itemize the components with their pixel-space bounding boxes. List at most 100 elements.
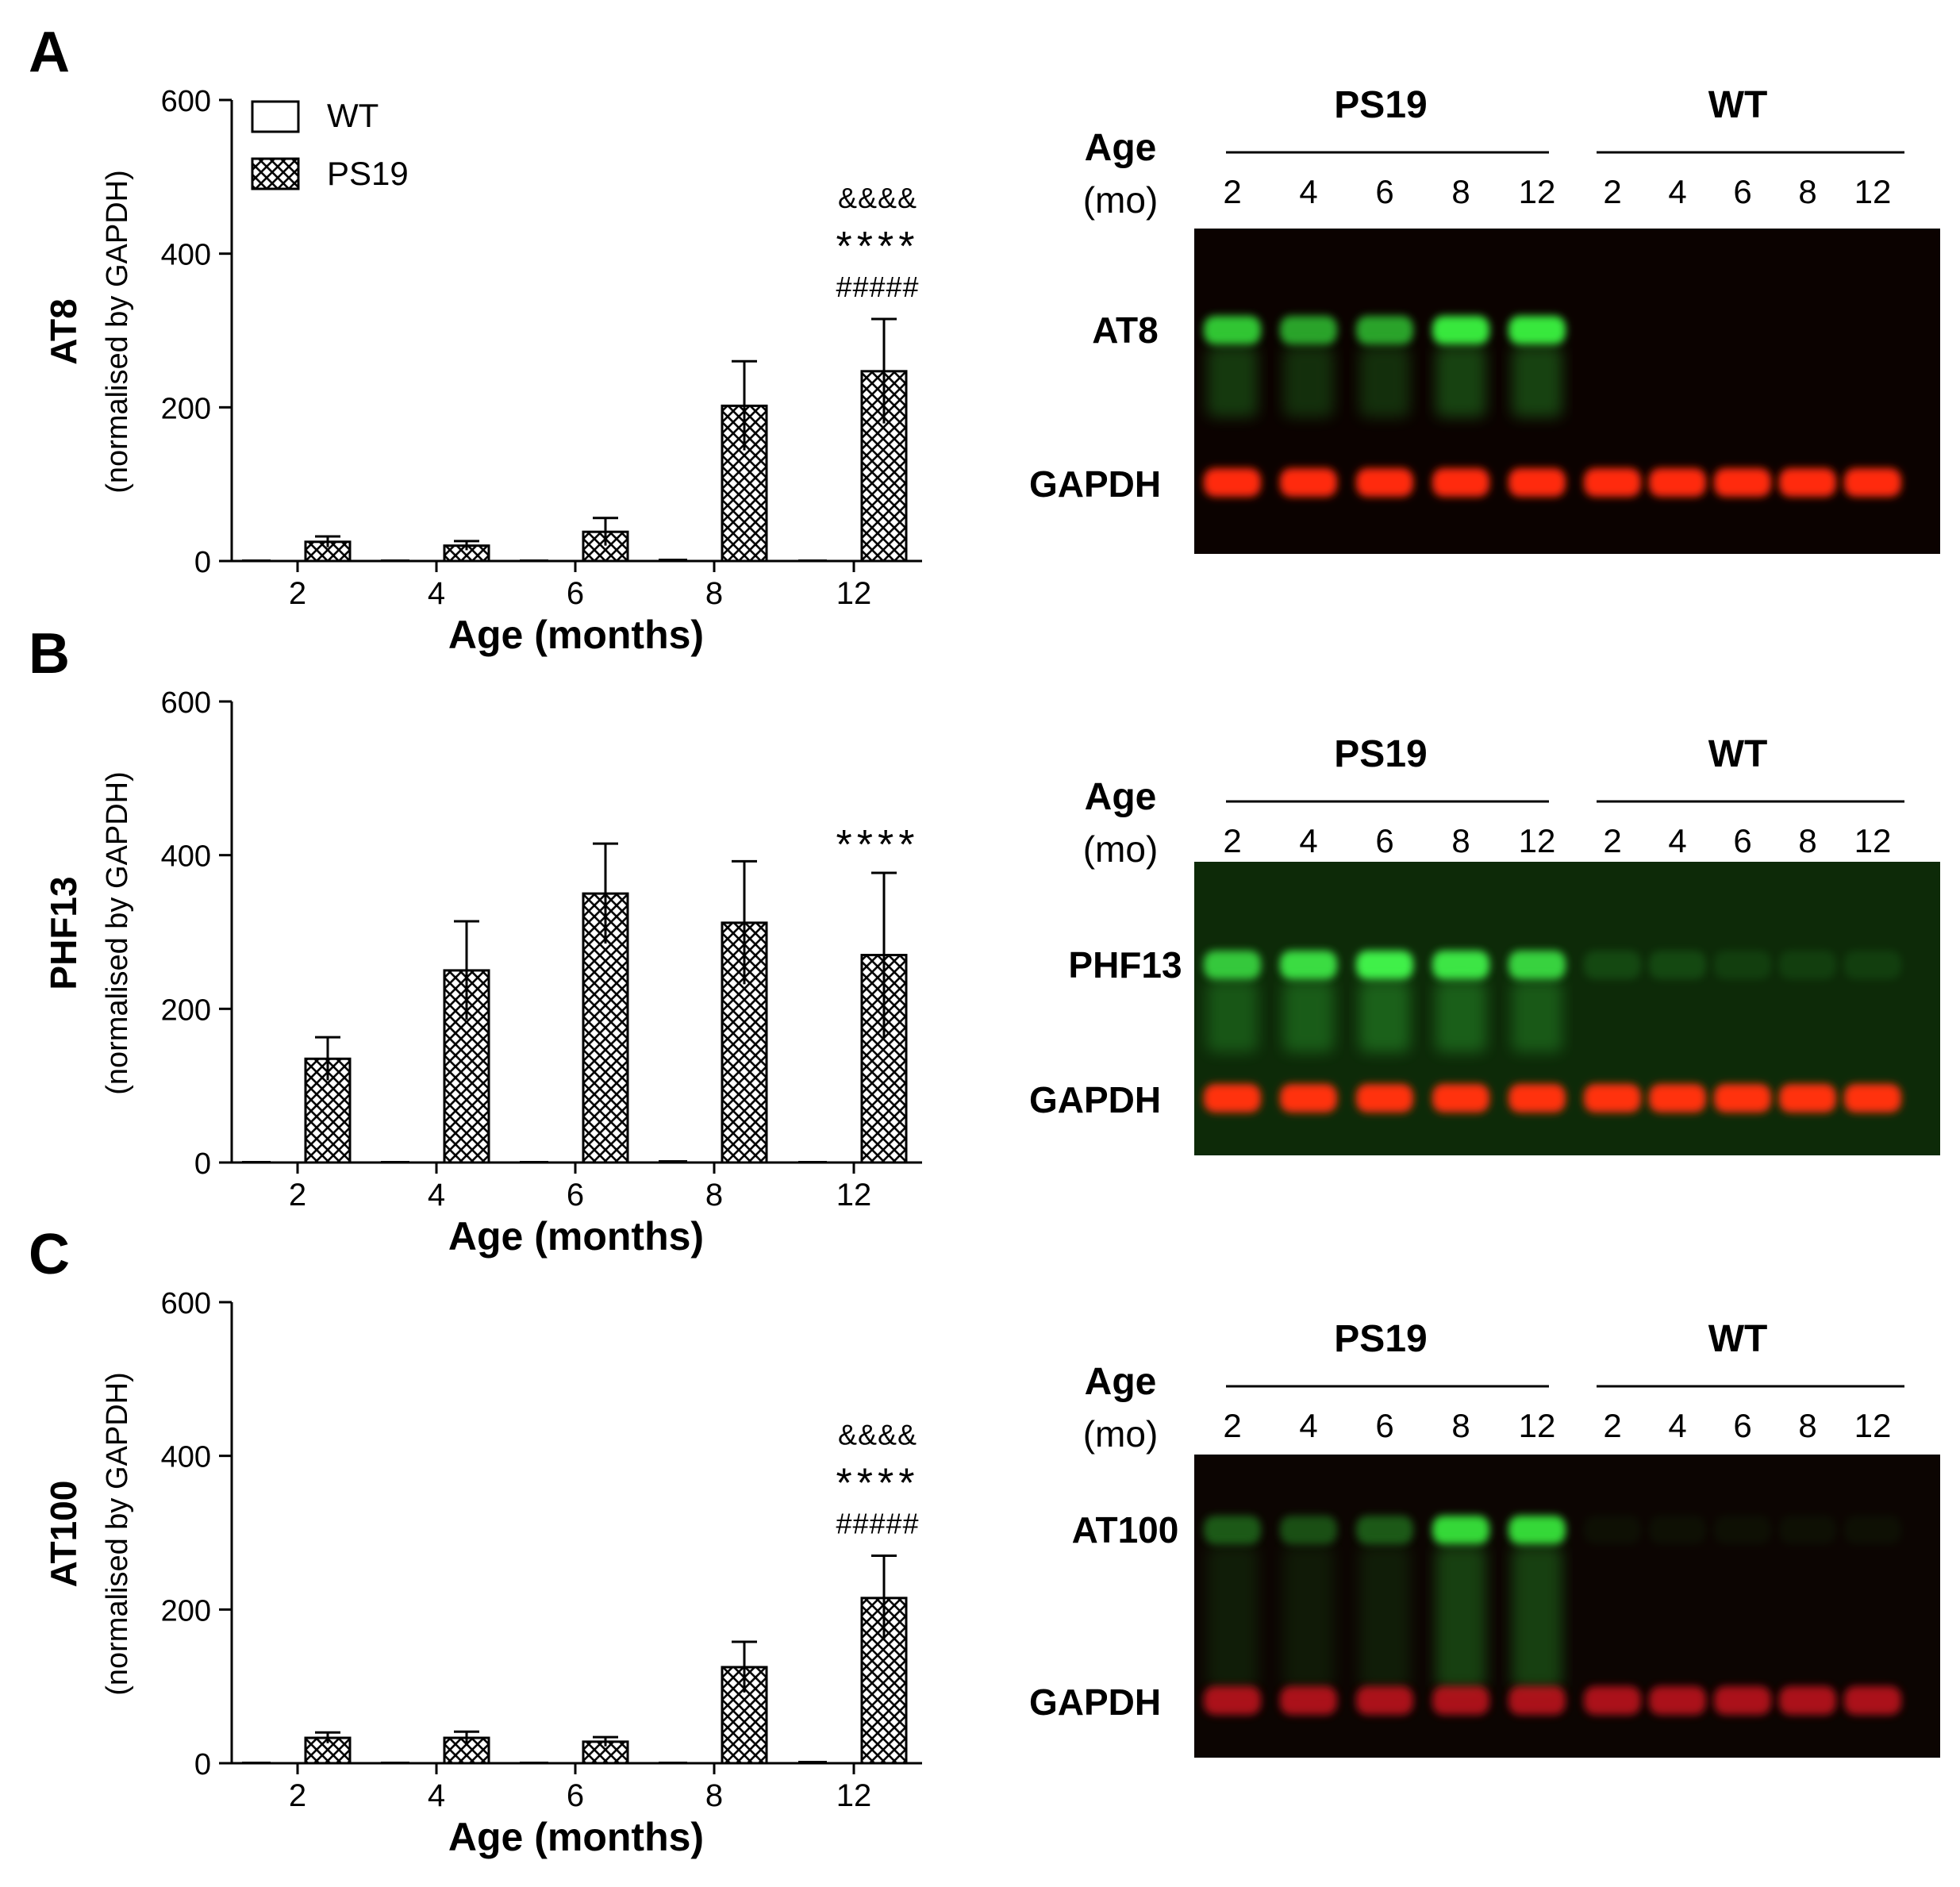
blot-band-gapdh [1204, 1084, 1261, 1113]
blot-lane-label: 4 [1299, 173, 1317, 210]
blot-band-primary [1714, 1516, 1771, 1544]
blot-band2-label: GAPDH [1029, 463, 1161, 505]
blot-lane-label: 4 [1668, 173, 1686, 210]
x-tick-label: 8 [705, 1178, 723, 1213]
x-tick-label: 12 [836, 576, 872, 611]
blot-band-primary [1844, 1516, 1901, 1544]
blot-band-gapdh [1844, 1084, 1901, 1113]
blot-lane-label: 6 [1733, 173, 1751, 210]
x-axis-title: Age (months) [448, 1214, 704, 1259]
x-tick-label: 2 [289, 1778, 306, 1813]
blot-mo-label: (mo) [1083, 828, 1159, 870]
x-tick-label: 8 [705, 576, 723, 611]
blot-lane-label: 4 [1299, 1407, 1317, 1444]
legend-swatch-wt [251, 100, 300, 133]
x-tick-label: 6 [567, 1178, 584, 1213]
blot-smear [1283, 981, 1334, 1052]
blot-lane-label: 8 [1451, 173, 1470, 210]
blot-band-gapdh [1204, 1686, 1261, 1715]
panel-letter: B [29, 622, 70, 686]
blot-band-primary [1508, 951, 1566, 979]
blot-group-right: WT [1708, 1318, 1768, 1360]
y-tick-label: 0 [194, 1147, 211, 1181]
blot-lane-label: 12 [1519, 1407, 1556, 1444]
bar-wt-4 [381, 1161, 409, 1163]
y-axis-subtitle: (normalised by GAPDH) [101, 771, 134, 1095]
blot-smear [1512, 346, 1562, 417]
blot-band-gapdh [1432, 1686, 1489, 1715]
panel-A: A 0 200 400 600 AT8 (normalised by GAPDH) 2 4 6 8 1… [29, 21, 1940, 657]
blot-band-primary [1844, 951, 1901, 979]
y-tick-label: 400 [161, 239, 211, 272]
blot-age-label: Age [1085, 776, 1157, 818]
bar-wt-2 [242, 1762, 271, 1765]
blot-lane-label: 12 [1854, 822, 1892, 859]
panel-B: B 0 200 400 600 PHF13 (normalised by GAPDH) 2 4 6… [29, 622, 1940, 1259]
blot-band-primary [1508, 316, 1566, 344]
blot-smear [1359, 981, 1410, 1052]
blot-band-gapdh [1356, 468, 1413, 497]
y-tick-label: 200 [161, 1594, 211, 1628]
blot-lane-label: 2 [1223, 173, 1241, 210]
blot-band-gapdh [1508, 1084, 1566, 1113]
blot-band-gapdh [1204, 468, 1261, 497]
blot-smear [1283, 1546, 1334, 1689]
blot-band-gapdh [1280, 1084, 1337, 1113]
blot-smear [1512, 981, 1562, 1052]
blot-group-left: PS19 [1334, 733, 1427, 775]
blot-band1-label: PHF13 [1068, 944, 1182, 986]
legend-label-wt: WT [327, 97, 379, 134]
y-axis-title: PHF13 [43, 876, 84, 990]
blot-band-primary [1204, 1516, 1261, 1544]
legend-swatch-ps19 [251, 157, 300, 190]
y-tick-label: 600 [161, 686, 211, 720]
blot-band-primary [1584, 1516, 1641, 1544]
blot-band-gapdh [1432, 468, 1489, 497]
blot-band-primary [1584, 951, 1641, 979]
y-tick-label: 0 [194, 546, 211, 579]
blot-group-right: WT [1708, 84, 1768, 126]
significance-mark: ##### [836, 271, 919, 303]
blot-lane-label: 6 [1375, 173, 1393, 210]
blot-band-gapdh [1779, 1084, 1836, 1113]
blot-band-primary [1779, 1516, 1836, 1544]
blot-age-label: Age [1085, 1361, 1157, 1403]
x-tick-label: 6 [567, 576, 584, 611]
blot-band-primary [1508, 1516, 1566, 1544]
blot-band-gapdh [1432, 1084, 1489, 1113]
blot-group-left: PS19 [1334, 1318, 1427, 1360]
significance-mark: **** [836, 822, 920, 868]
bar-wt-8 [659, 1160, 687, 1164]
y-tick-label: 200 [161, 392, 211, 425]
x-tick-label: 4 [428, 1778, 445, 1813]
bar-wt-8 [659, 559, 687, 563]
y-tick-label: 0 [194, 1748, 211, 1781]
blot-band-primary [1356, 316, 1413, 344]
panel-letter: C [29, 1223, 70, 1286]
significance-mark: **** [836, 224, 920, 270]
y-axis-title: AT100 [43, 1481, 84, 1588]
blot-band-primary [1432, 316, 1489, 344]
blot-lane-label: 8 [1798, 173, 1816, 210]
blot-smear [1283, 346, 1334, 417]
blot-smear [1207, 981, 1258, 1052]
blot-smear [1435, 1546, 1486, 1689]
panel-letter: A [29, 21, 70, 84]
y-axis-subtitle: (normalised by GAPDH) [101, 1372, 134, 1696]
blot-age-label: Age [1085, 127, 1157, 169]
x-tick-label: 2 [289, 1178, 306, 1213]
blot-band-gapdh [1844, 1686, 1901, 1715]
blot-lane-label: 2 [1603, 173, 1621, 210]
y-tick-label: 400 [161, 1441, 211, 1474]
blot-band-primary [1432, 951, 1489, 979]
y-tick-label: 600 [161, 85, 211, 118]
blot-mo-label: (mo) [1083, 1413, 1159, 1455]
blot-smear [1359, 1546, 1410, 1689]
bar-wt-4 [381, 1762, 409, 1765]
blot-lane-label: 6 [1733, 822, 1751, 859]
blot-smear [1435, 346, 1486, 417]
blot-lane-label: 2 [1603, 1407, 1621, 1444]
x-tick-label: 6 [567, 1778, 584, 1813]
blot-smear [1359, 346, 1410, 417]
blot-smear [1207, 346, 1258, 417]
